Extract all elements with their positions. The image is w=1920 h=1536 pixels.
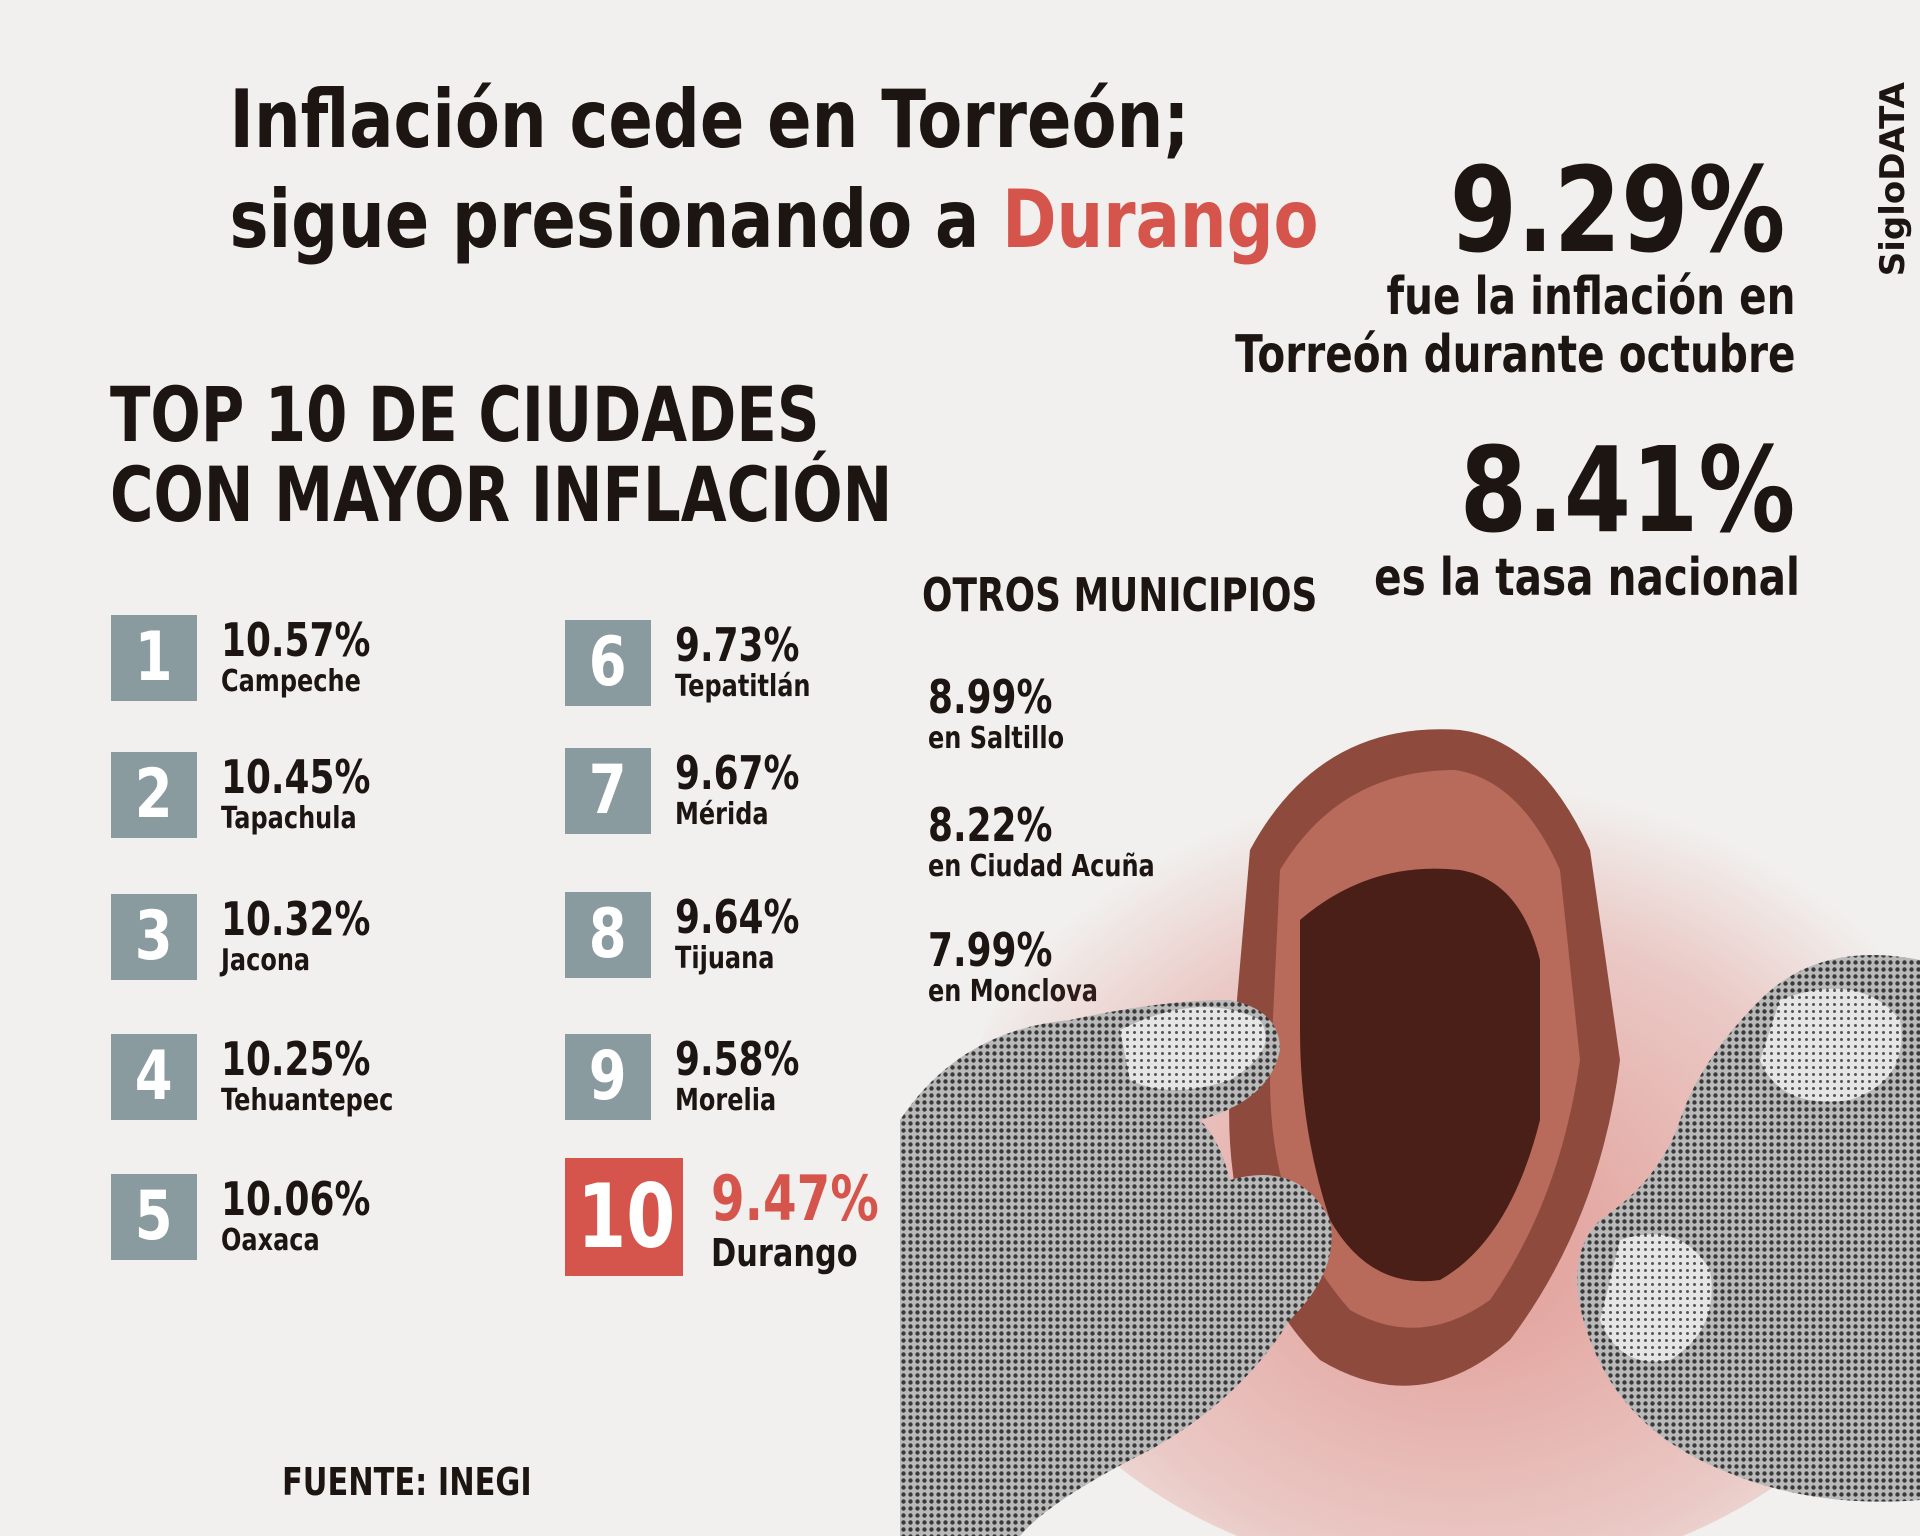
rank-percentage: 10.06% (221, 1172, 371, 1226)
title-highlight: Durango (1002, 173, 1319, 266)
rank-city: Oaxaca (221, 1223, 320, 1258)
rank-city: Tepatitlán (675, 669, 811, 704)
rank-city: Tapachula (221, 801, 357, 836)
top10-heading-line-2: CON MAYOR INFLACIÓN (110, 450, 893, 539)
title-line-2: sigue presionando a Durango (230, 170, 1319, 270)
rank-percentage: 9.73% (675, 618, 800, 672)
rank-percentage: 10.57% (221, 613, 371, 667)
brand-logo: SigloDATA (1873, 82, 1913, 277)
stat-torreon-caption-line-1: fue la inflación en (1386, 267, 1795, 327)
rank-percentage: 10.45% (221, 750, 371, 804)
rank-badge: 6 (565, 620, 651, 706)
rank-city: Durango (711, 1231, 858, 1275)
otros-percentage: 8.99% (928, 670, 1053, 724)
rank-percentage: 9.58% (675, 1032, 800, 1086)
otros-heading: OTROS MUNICIPIOS (922, 568, 1318, 622)
rank-badge: 1 (111, 615, 197, 701)
rank-badge: 8 (565, 892, 651, 978)
otros-item-saltillo: 8.99% en Saltillo (928, 672, 1098, 756)
stat-torreon-caption-line-2: Torreón durante octubre (1234, 325, 1795, 385)
rank-percentage: 9.67% (675, 746, 800, 800)
rank-percentage: 9.47% (711, 1162, 879, 1235)
rank-percentage: 10.25% (221, 1032, 371, 1086)
title-line-1: Inflación cede en Torreón; (229, 73, 1190, 166)
hands-empty-wallet-icon (900, 729, 1920, 1536)
rank-city: Tehuantepec (221, 1083, 394, 1118)
otros-city: en Saltillo (928, 721, 1065, 756)
rank-percentage: 9.64% (675, 890, 800, 944)
rank-city: Jacona (221, 943, 311, 978)
stat-torreon-value: 9.29% (1449, 141, 1785, 279)
top10-heading: TOP 10 DE CIUDADES CON MAYOR INFLACIÓN (110, 375, 892, 535)
page-title: Inflación cede en Torreón; sigue presion… (110, 70, 1438, 270)
source-note: FUENTE: INEGI (282, 1460, 532, 1504)
rank-percentage: 10.32% (221, 892, 371, 946)
rank-city: Tijuana (675, 941, 775, 976)
title-line-2-prefix: sigue presionando a (229, 173, 1003, 266)
rank-city: Mérida (675, 797, 769, 832)
stat-torreon-caption: fue la inflación en Torreón durante octu… (1235, 268, 1795, 384)
otros-percentage: 8.22% (928, 798, 1053, 852)
stat-nacional-caption: es la tasa nacional (1374, 548, 1800, 608)
rank-badge: 7 (565, 748, 651, 834)
rank-badge: 2 (111, 752, 197, 838)
top10-heading-line-1: TOP 10 DE CIUDADES (110, 370, 820, 459)
rank-badge: 10 (565, 1158, 683, 1276)
rank-city: Morelia (675, 1083, 777, 1118)
rank-badge: 9 (565, 1034, 651, 1120)
rank-badge: 4 (111, 1034, 197, 1120)
rank-badge: 5 (111, 1174, 197, 1260)
rank-city: Campeche (221, 664, 361, 699)
stat-nacional-value: 8.41% (1459, 421, 1795, 559)
rank-badge: 3 (111, 894, 197, 980)
